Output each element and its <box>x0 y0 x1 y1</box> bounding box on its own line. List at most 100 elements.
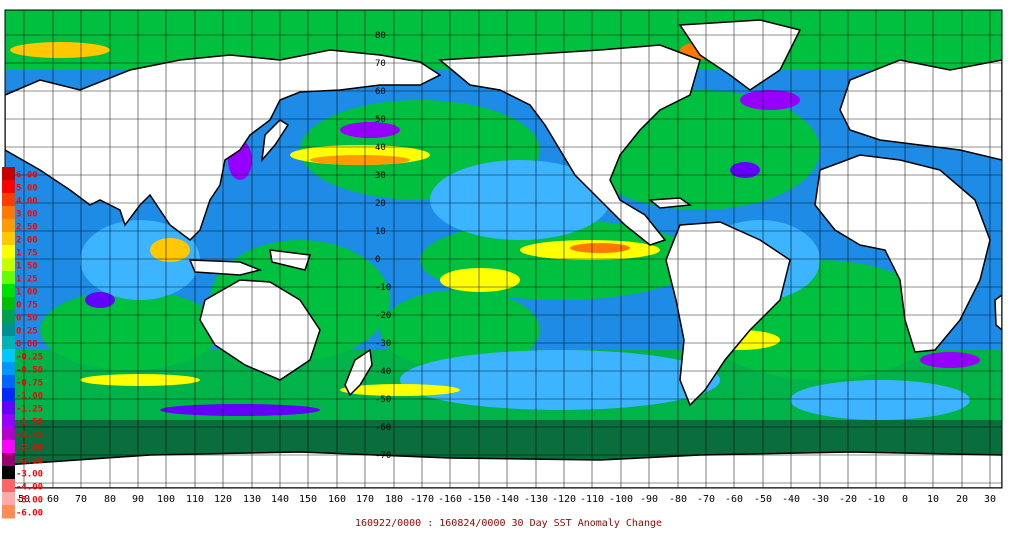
legend-swatch <box>2 414 15 428</box>
lon-label: -10 <box>867 494 885 505</box>
land-masses <box>5 19 1002 488</box>
legend-swatch <box>2 193 15 207</box>
legend-label: 5.00 <box>16 183 38 193</box>
legend-swatch <box>2 453 15 467</box>
lat-lon-grid <box>5 10 1002 488</box>
legend-swatch <box>2 167 15 181</box>
legend-swatch <box>2 271 15 285</box>
legend-swatch <box>2 492 15 506</box>
legend-label: 6.00 <box>16 170 38 180</box>
lon-label: 20 <box>956 494 968 505</box>
legend-label: 0.25 <box>16 326 38 336</box>
legend-label: -6.00 <box>16 508 43 518</box>
legend-label: 1.75 <box>16 248 38 258</box>
legend-swatch <box>2 323 15 337</box>
legend-label: 4.00 <box>16 196 38 206</box>
map-caption: 160922/0000 : 160824/0000 30 Day SST Ano… <box>354 518 663 529</box>
lat-label: 70 <box>375 59 386 69</box>
legend-label: -1.75 <box>16 430 43 440</box>
lat-label: -40 <box>375 367 391 377</box>
lat-label: -70 <box>375 451 391 461</box>
lon-label: 70 <box>75 494 87 505</box>
legend-label: 2.50 <box>16 222 38 232</box>
legend-swatch <box>2 284 15 298</box>
lon-label: -30 <box>811 494 829 505</box>
legend-label: -1.00 <box>16 391 43 401</box>
longitude-labels: 50 60 70 80 90 100 110 120 130 140 150 1… <box>18 494 996 505</box>
legend-label: 3.00 <box>16 209 38 219</box>
lon-label: 0 <box>902 494 908 505</box>
legend-swatch <box>2 310 15 324</box>
legend-label: -3.00 <box>16 469 43 479</box>
lat-label: 50 <box>375 115 386 125</box>
legend-swatch <box>2 466 15 480</box>
legend-swatch <box>2 206 15 220</box>
lat-label: -30 <box>375 339 391 349</box>
legend-label: -2.50 <box>16 456 43 466</box>
color-legend: 6.00 5.00 4.00 3.00 2.50 2.00 1.75 1.50 1.25 1.00… <box>2 167 43 519</box>
legend-swatch <box>2 258 15 272</box>
lon-label: 80 <box>104 494 116 505</box>
lon-label: -120 <box>552 494 576 505</box>
legend-swatch <box>2 375 15 389</box>
legend-swatch <box>2 388 15 402</box>
lon-label: -50 <box>754 494 772 505</box>
legend-label: 0.50 <box>16 313 38 323</box>
legend-swatch <box>2 362 15 376</box>
lon-label: 90 <box>132 494 144 505</box>
legend-label: -0.50 <box>16 365 43 375</box>
legend-label: -2.00 <box>16 443 43 453</box>
lon-label: 50 <box>18 494 30 505</box>
lon-label: 30 <box>984 494 996 505</box>
lon-label: -130 <box>524 494 548 505</box>
lon-label: -60 <box>725 494 743 505</box>
latitude-labels: 80 70 60 50 40 30 20 10 0 -10 -20 -30 -4… <box>375 31 391 461</box>
legend-label: -4.00 <box>16 482 43 492</box>
legend-label: -0.25 <box>16 352 43 362</box>
lon-label: -90 <box>640 494 658 505</box>
lon-label: -140 <box>495 494 519 505</box>
legend-label: -1.25 <box>16 404 43 414</box>
lon-label: -170 <box>410 494 434 505</box>
lon-label: 60 <box>47 494 59 505</box>
lat-label: 30 <box>375 171 386 181</box>
lon-label: -40 <box>782 494 800 505</box>
legend-swatch <box>2 245 15 259</box>
legend-swatch <box>2 505 15 519</box>
lon-label: -150 <box>467 494 491 505</box>
lon-label: 170 <box>356 494 374 505</box>
lat-label: 20 <box>375 199 386 209</box>
legend-swatch <box>2 440 15 454</box>
lon-label: 160 <box>328 494 346 505</box>
legend-label: -1.50 <box>16 417 43 427</box>
legend-swatch <box>2 219 15 233</box>
lon-label: 10 <box>927 494 939 505</box>
legend-swatch <box>2 349 15 363</box>
lon-label: 110 <box>186 494 204 505</box>
lon-label: 150 <box>299 494 317 505</box>
legend-swatch <box>2 479 15 493</box>
lon-label: -80 <box>669 494 687 505</box>
legend-label: 2.00 <box>16 235 38 245</box>
lat-label: 0 <box>375 255 380 265</box>
legend-label: 1.00 <box>16 287 38 297</box>
lon-label: -160 <box>438 494 462 505</box>
lat-label: -60 <box>375 423 391 433</box>
legend-label: 0.75 <box>16 300 38 310</box>
legend-swatch <box>2 297 15 311</box>
lon-label: 130 <box>243 494 261 505</box>
legend-label: 1.25 <box>16 274 38 284</box>
lat-label: 80 <box>375 31 386 41</box>
lat-label: 10 <box>375 227 386 237</box>
lon-label: 140 <box>271 494 289 505</box>
legend-swatch <box>2 232 15 246</box>
legend-label: 0.00 <box>16 339 38 349</box>
legend-label: 1.50 <box>16 261 38 271</box>
lon-label: 100 <box>157 494 175 505</box>
legend-swatch <box>2 427 15 441</box>
legend-swatch <box>2 180 15 194</box>
legend-label: -5.00 <box>16 495 43 505</box>
lon-label: -110 <box>580 494 604 505</box>
